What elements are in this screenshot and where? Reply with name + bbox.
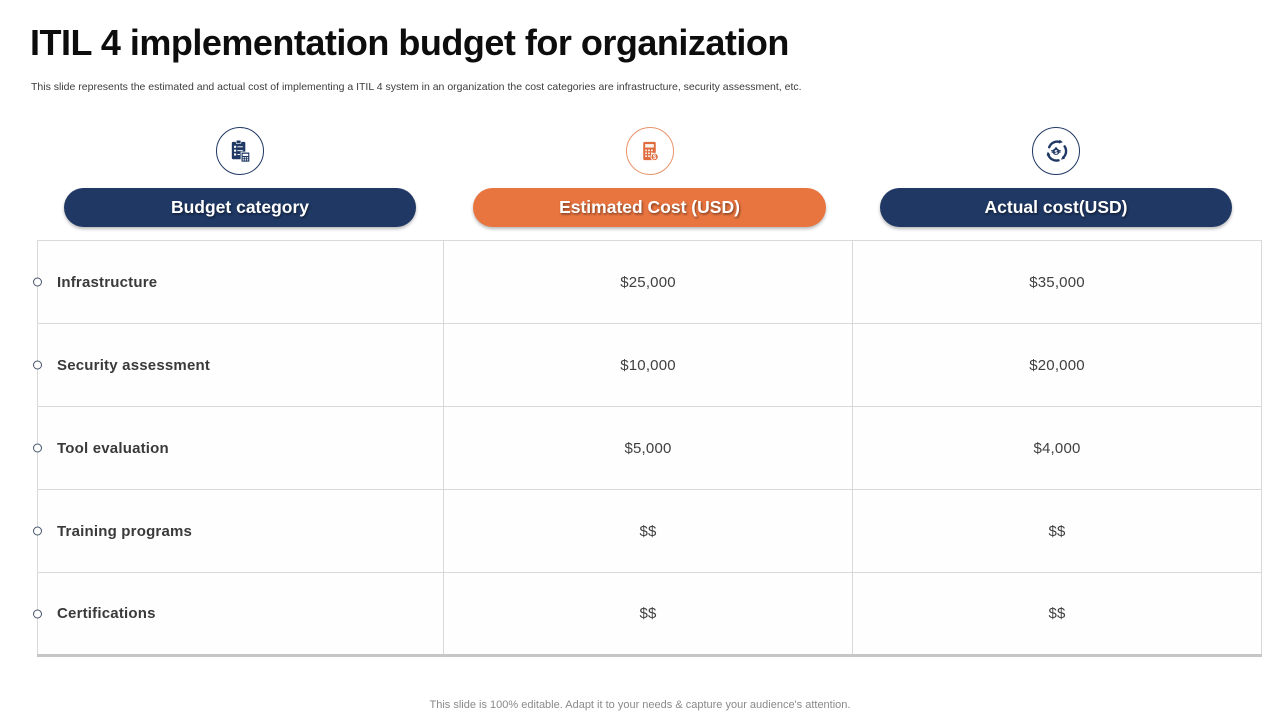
table-cell-actual: $$ bbox=[852, 489, 1262, 573]
svg-text:$: $ bbox=[653, 154, 657, 161]
category-label: Certifications bbox=[57, 605, 156, 622]
table-cell-estimated: $10,000 bbox=[443, 323, 853, 407]
table-cell-estimated: $$ bbox=[443, 489, 853, 573]
table-row: Certifications $$ $$ bbox=[33, 572, 1262, 657]
table-row: Tool evaluation $5,000 $4,000 bbox=[33, 406, 1262, 490]
budget-category-header-label: Budget category bbox=[170, 197, 310, 217]
table-cell-category: Infrastructure bbox=[33, 240, 444, 324]
table-cell-estimated: $5,000 bbox=[443, 406, 853, 490]
budget-table: Infrastructure $25,000 $35,000 Security … bbox=[33, 240, 1262, 657]
row-bullet-icon bbox=[33, 443, 42, 453]
table-cell-actual: $35,000 bbox=[852, 240, 1262, 324]
table-cell-actual: $$ bbox=[852, 572, 1262, 657]
estimated-cost-header-pill: Estimated Cost (USD) bbox=[473, 188, 826, 227]
row-bullet-icon bbox=[33, 609, 42, 618]
row-bullet-icon bbox=[33, 360, 42, 370]
actual-cost-header-label: Actual cost(USD) bbox=[984, 197, 1128, 217]
editable-note: This slide is 100% editable. Adapt it to… bbox=[429, 699, 851, 711]
column-header-estimated-cost: $ Estimated Cost (USD) bbox=[473, 127, 826, 227]
table-cell-estimated: $25,000 bbox=[443, 240, 853, 324]
category-label: Security assessment bbox=[57, 356, 211, 374]
table-cell-actual: $20,000 bbox=[852, 323, 1262, 407]
column-header-actual-cost: $ Actual cost(USD) bbox=[880, 127, 1232, 227]
page-title: ITIL 4 implementation budget for organiz… bbox=[30, 22, 789, 63]
row-bullet-icon bbox=[33, 526, 42, 536]
category-label: Tool evaluation bbox=[57, 439, 169, 457]
estimated-cost-header-label: Estimated Cost (USD) bbox=[559, 197, 740, 217]
money-cycle-icon: $ bbox=[1032, 127, 1080, 175]
column-header-budget-category: Budget category bbox=[64, 127, 416, 227]
table-cell-category: Training programs bbox=[33, 489, 444, 573]
table-row: Security assessment $10,000 $20,000 bbox=[33, 323, 1262, 407]
table-cell-category: Tool evaluation bbox=[33, 406, 444, 490]
calculator-dollar-icon: $ bbox=[625, 127, 674, 175]
category-label: Training programs bbox=[57, 522, 193, 540]
table-cell-estimated: $$ bbox=[443, 572, 853, 657]
table-cell-category: Certifications bbox=[33, 572, 444, 657]
budget-category-header-pill: Budget category bbox=[64, 188, 416, 227]
category-label: Infrastructure bbox=[57, 273, 158, 291]
table-row: Infrastructure $25,000 $35,000 bbox=[33, 240, 1262, 324]
row-bullet-icon bbox=[33, 277, 42, 287]
page-subtitle: This slide represents the estimated and … bbox=[31, 81, 802, 93]
table-cell-category: Security assessment bbox=[33, 323, 444, 407]
table-cell-actual: $4,000 bbox=[852, 406, 1262, 490]
svg-text:$: $ bbox=[1054, 150, 1058, 156]
table-row: Training programs $$ $$ bbox=[33, 489, 1262, 573]
clipboard-checklist-icon bbox=[216, 127, 264, 175]
actual-cost-header-pill: Actual cost(USD) bbox=[880, 188, 1232, 227]
